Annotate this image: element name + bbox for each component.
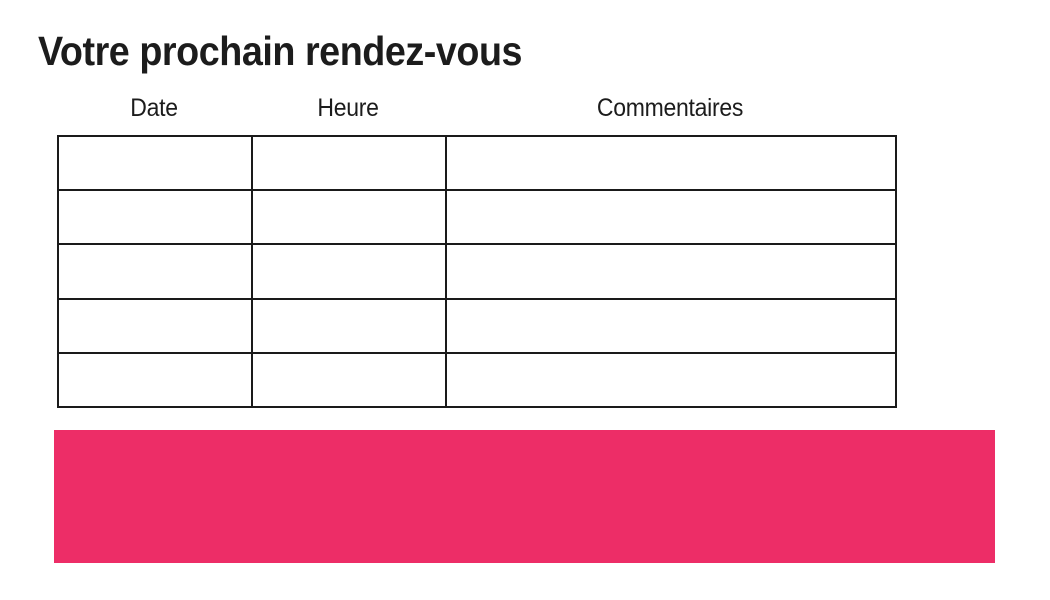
table-row — [57, 189, 897, 246]
table-row — [57, 134, 897, 192]
table-cell — [445, 134, 897, 192]
table-cell — [445, 351, 897, 409]
table-cell — [57, 134, 253, 192]
column-header-commentaires: Commentaires — [596, 94, 744, 122]
column-header-heure: Heure — [317, 94, 379, 122]
table-cell — [251, 134, 447, 192]
table-cell — [57, 297, 253, 354]
page-title: Votre prochain rendez-vous — [38, 28, 523, 74]
table-row — [57, 243, 897, 300]
table-cell — [57, 189, 253, 246]
table-row — [57, 297, 897, 354]
table-cell — [57, 351, 253, 409]
table-cell — [251, 351, 447, 409]
table-cell — [57, 243, 253, 300]
table-header-row: Date Heure Commentaires — [57, 94, 895, 123]
table-cell — [445, 297, 897, 354]
table-cell — [251, 297, 447, 354]
table-cell — [251, 189, 447, 246]
table-cell — [445, 243, 897, 300]
appointments-table-body — [57, 134, 897, 409]
appointments-table — [57, 134, 897, 409]
column-header-date: Date — [130, 94, 178, 122]
accent-banner — [54, 430, 995, 563]
table-row — [57, 351, 897, 409]
table-cell — [251, 243, 447, 300]
table-cell — [445, 189, 897, 246]
